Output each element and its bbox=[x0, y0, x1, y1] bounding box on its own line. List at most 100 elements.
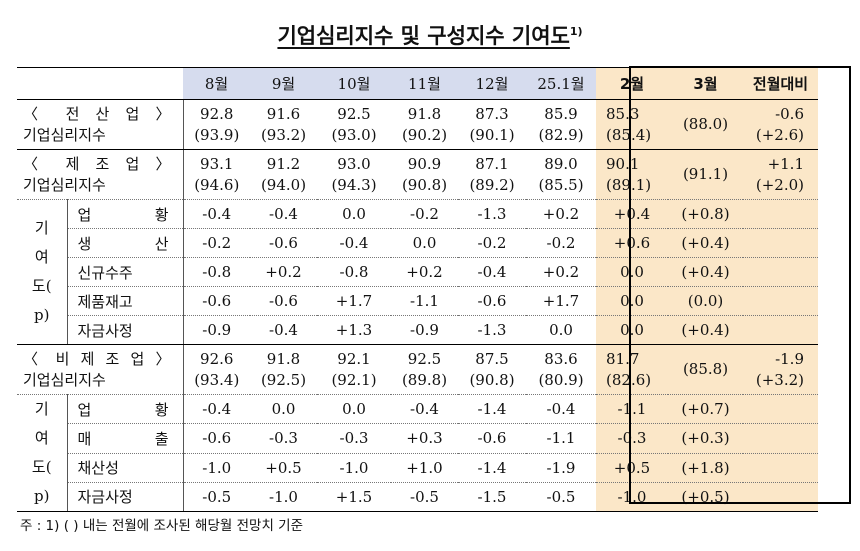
index-prior-forecast: (85.8) bbox=[682, 360, 729, 378]
manufacturing-cell: 93.1 (94.6) bbox=[183, 149, 250, 200]
header-col-1: 9월 bbox=[250, 67, 317, 100]
index-value: 90.1 bbox=[606, 154, 640, 173]
contrib-value: -0.8 bbox=[317, 257, 391, 287]
manufacturing-cell: 89.0 (85.5) bbox=[526, 149, 596, 200]
non_manufacturing-label-line1: 〈 비 제 조 업 〉 bbox=[23, 349, 171, 368]
contrib-value: -0.4 bbox=[317, 228, 391, 258]
contrib-value: +1.0 bbox=[391, 453, 458, 483]
index-prior-forecast: (85.5) bbox=[538, 175, 584, 194]
contrib-value: -1.0 bbox=[596, 482, 668, 513]
contrib-value: -0.4 bbox=[391, 394, 458, 425]
index-value: 92.5 bbox=[407, 349, 442, 368]
contrib-value: -0.4 bbox=[250, 199, 317, 229]
header-col-6: 2월 bbox=[596, 67, 668, 100]
index-value: 91.8 bbox=[407, 104, 442, 123]
non_manufacturing-cell: (85.8) bbox=[668, 344, 743, 395]
contrib-value: -0.6 bbox=[250, 228, 317, 258]
index-prior-forecast: (90.8) bbox=[401, 175, 448, 194]
index-prior-forecast: (92.1) bbox=[331, 370, 377, 389]
index-prior-forecast: (80.9) bbox=[538, 370, 584, 389]
header-col-5: 25.1월 bbox=[526, 67, 596, 100]
contrib-value: -1.5 bbox=[458, 482, 526, 513]
non_manufacturing-index-row: 〈 비 제 조 업 〉 기업심리지수 92.6 (93.4) 91.8 (92.5) 92.… bbox=[17, 344, 818, 395]
index-value: 91.6 bbox=[266, 104, 301, 123]
manufacturing-cell: 90.1 (89.1) bbox=[596, 149, 668, 200]
contrib-value: -0.4 bbox=[526, 394, 596, 425]
contrib-value: -0.8 bbox=[183, 257, 250, 287]
index-prior-forecast: (93.4) bbox=[194, 370, 240, 389]
contrib-value: -1.3 bbox=[458, 315, 526, 345]
contrib-value: (+0.5) bbox=[668, 482, 743, 513]
contrib-value: -0.4 bbox=[183, 199, 250, 229]
manufacturing-contrib-label: 자금사정 bbox=[67, 315, 184, 345]
contrib-value: +0.6 bbox=[596, 228, 668, 258]
contrib-value: -1.0 bbox=[317, 453, 391, 483]
index-prior-forecast: (93.0) bbox=[331, 125, 377, 144]
index-prior-forecast: (94.3) bbox=[331, 175, 377, 194]
contrib-label-part: 기 bbox=[34, 400, 49, 418]
contrib-value: -0.4 bbox=[183, 394, 250, 425]
contrib-value: -1.1 bbox=[526, 423, 596, 454]
contrib-value: -0.2 bbox=[183, 228, 250, 258]
contrib-label-part: p) bbox=[34, 487, 50, 505]
contrib-value: -0.2 bbox=[391, 199, 458, 229]
manufacturing-contrib-row: 제품재고 -0.6 -0.6 +1.7 -1.1 -0.6 +1.7 0.0 (0.0) bbox=[17, 286, 818, 316]
contrib-value: 0.0 bbox=[526, 315, 596, 345]
all_industry-cell: 85.9 (82.9) bbox=[526, 99, 596, 150]
index-prior-forecast: (92.5) bbox=[260, 370, 307, 389]
contrib-value: -1.9 bbox=[526, 453, 596, 483]
manufacturing-contrib-label: 신규수주 bbox=[67, 257, 184, 287]
contrib-value: -1.3 bbox=[458, 199, 526, 229]
contrib-value: (+0.8) bbox=[668, 199, 743, 229]
non_manufacturing-contrib-row: 매 출 -0.6 -0.3 -0.3 +0.3 -0.6 -1.1 -0.3 (+0.3) bbox=[17, 423, 818, 454]
contrib-value: 0.0 bbox=[596, 286, 668, 316]
contrib-value bbox=[743, 228, 818, 258]
non_manufacturing-contrib-row: 채산성 -1.0 +0.5 -1.0 +1.0 -1.4 -1.9 +0.5 (+1.8) bbox=[17, 453, 818, 483]
contrib-item-label: 신규수주 bbox=[77, 263, 133, 282]
index-value: 91.2 bbox=[266, 154, 301, 173]
table-title: 기업심리지수 및 구성지수 기여도1) bbox=[0, 20, 860, 50]
header-col-0: 8월 bbox=[183, 67, 250, 100]
contrib-value: -0.3 bbox=[596, 423, 668, 454]
contrib-value: +0.5 bbox=[250, 453, 317, 483]
contrib-value: (+0.3) bbox=[668, 423, 743, 454]
header-col-8: 전월대비 bbox=[743, 67, 818, 100]
index-prior-forecast: (90.8) bbox=[469, 370, 515, 389]
contrib-value: -0.5 bbox=[183, 482, 250, 513]
index-prior-forecast: (94.6) bbox=[194, 175, 240, 194]
all_industry-index-row: 〈 전 산 업 〉 기업심리지수 92.8 (93.9) 91.6 (93.2) 92.5 (… bbox=[17, 99, 818, 150]
contrib-value: +0.2 bbox=[526, 257, 596, 287]
title-text: 기업심리지수 및 구성지수 기여도 bbox=[277, 24, 570, 48]
contrib-value: -0.6 bbox=[183, 423, 250, 454]
index-value: 92.1 bbox=[337, 349, 371, 368]
non_manufacturing-label-line2: 기업심리지수 bbox=[23, 370, 106, 389]
contrib-value: 0.0 bbox=[317, 199, 391, 229]
contrib-value: +0.3 bbox=[391, 423, 458, 454]
contrib-label-part: p) bbox=[34, 306, 50, 324]
contrib-value: -0.3 bbox=[250, 423, 317, 454]
title-footnote-mark: 1) bbox=[569, 25, 583, 38]
all_industry-cell: 92.8 (93.9) bbox=[183, 99, 250, 150]
index-prior-forecast: (88.0) bbox=[682, 115, 729, 133]
non_manufacturing-contrib-group-label: 기 여 도(p) bbox=[17, 394, 68, 512]
all_industry-cell: 87.3 (90.1) bbox=[458, 99, 526, 150]
index-value: 90.9 bbox=[407, 154, 442, 173]
index-prior-forecast: (93.9) bbox=[194, 125, 240, 144]
contrib-value: +1.5 bbox=[317, 482, 391, 513]
contrib-value: -1.4 bbox=[458, 394, 526, 425]
contrib-value bbox=[743, 199, 818, 229]
index-value: 89.0 bbox=[544, 154, 578, 173]
contrib-value: +0.2 bbox=[526, 199, 596, 229]
non_manufacturing-cell: 92.1 (92.1) bbox=[317, 344, 391, 395]
manufacturing-cell: (91.1) bbox=[668, 149, 743, 200]
contrib-value: -1.0 bbox=[183, 453, 250, 483]
non_manufacturing-contrib-row: 기 여 도(p) 업 황 -0.4 0.0 0.0 -0.4 -1.4 -0.4 -1.1 (+0.7… bbox=[17, 394, 818, 512]
contrib-value bbox=[743, 286, 818, 316]
contrib-item-label: 채산성 bbox=[77, 459, 119, 478]
contrib-item-label: 생 산 bbox=[77, 234, 169, 253]
index-prior-forecast: (82.9) bbox=[538, 125, 584, 144]
header-corner bbox=[17, 67, 183, 100]
contrib-value: -0.2 bbox=[458, 228, 526, 258]
index-value: 85.3 bbox=[606, 104, 640, 123]
non_manufacturing-contrib-label: 업 황 bbox=[67, 394, 184, 425]
